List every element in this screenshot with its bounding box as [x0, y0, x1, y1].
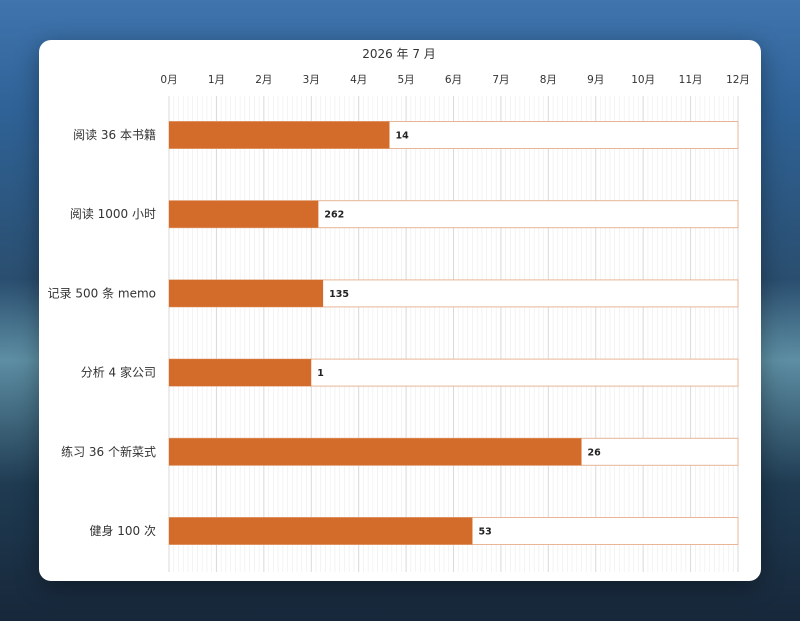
progress-bar	[169, 279, 324, 307]
progress-bar	[169, 200, 319, 228]
x-tick-label: 2月	[255, 74, 272, 86]
x-axis-ticks: 0月 1月 2月 3月 4月 5月 6月 7月 8月 9月 10月 11月 12月	[160, 74, 750, 86]
data-label: 1	[317, 368, 324, 379]
x-tick-label: 5月	[397, 74, 414, 86]
data-label: 53	[478, 527, 491, 538]
x-tick-label: 11月	[679, 74, 703, 86]
category-label: 健身 100 次	[89, 523, 156, 538]
x-tick-label: 7月	[492, 74, 509, 86]
chart-card: 2026 年 7 月 0月 1月 2月 3月 4月 5月 6月 7月 8月 9月 10月 11月 12月…	[39, 40, 761, 581]
goal-progress-chart: 2026 年 7 月 0月 1月 2月 3月 4月 5月 6月 7月 8月 9月 10月 11月 12月…	[48, 47, 750, 572]
progress-bar	[169, 438, 582, 466]
x-tick-label: 12月	[726, 74, 750, 86]
x-tick-label: 3月	[303, 74, 320, 86]
category-label: 阅读 36 本书籍	[73, 127, 156, 142]
x-tick-label: 4月	[350, 74, 367, 86]
category-label: 阅读 1000 小时	[70, 207, 156, 221]
x-tick-label: 9月	[587, 74, 604, 86]
progress-bar	[169, 517, 473, 545]
x-tick-label: 10月	[631, 74, 655, 86]
progress-bar	[169, 121, 390, 149]
x-tick-label: 1月	[208, 74, 225, 86]
data-label: 14	[395, 131, 409, 142]
data-label: 262	[324, 210, 344, 221]
bars: 14 262 135 1 26 53	[168, 121, 739, 545]
category-label: 记录 500 条 memo	[48, 286, 156, 300]
chart-title: 2026 年 7 月	[362, 47, 436, 61]
x-tick-label: 6月	[445, 74, 462, 86]
grid-lines	[168, 96, 739, 572]
progress-bar	[169, 359, 312, 387]
data-label: 26	[588, 447, 602, 458]
category-label: 练习 36 个新菜式	[61, 444, 156, 459]
x-tick-label: 8月	[540, 74, 557, 86]
x-tick-label: 0月	[160, 74, 177, 86]
data-label: 135	[329, 289, 349, 300]
category-label: 分析 4 家公司	[81, 365, 156, 380]
